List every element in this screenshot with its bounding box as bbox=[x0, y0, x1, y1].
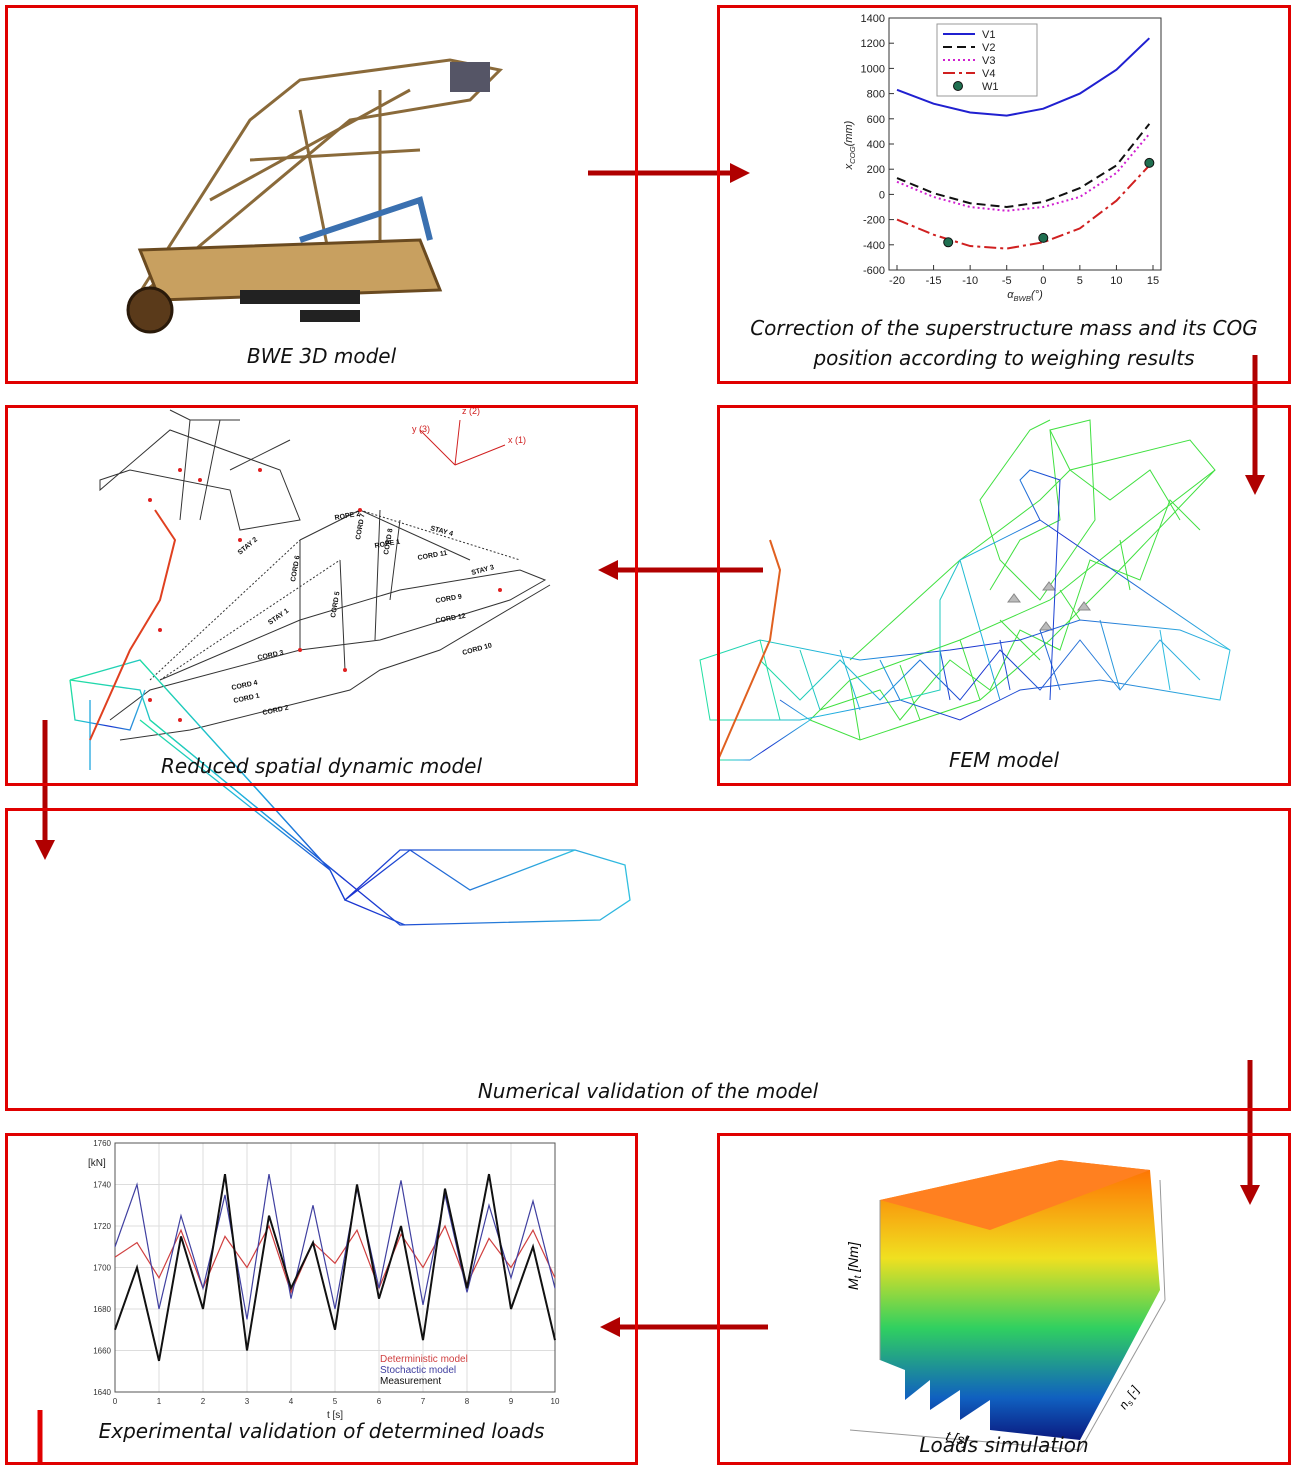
caption: Numerical validation of the model bbox=[8, 1076, 1288, 1106]
caption: Experimental validation of determined lo… bbox=[8, 1416, 635, 1446]
panel: Reduced spatial dynamic model bbox=[5, 405, 638, 786]
panel: BWE 3D model bbox=[5, 5, 638, 384]
caption: BWE 3D model bbox=[8, 341, 635, 371]
panel: Experimental validation of determined lo… bbox=[5, 1133, 638, 1465]
caption: Loads simulation bbox=[720, 1430, 1288, 1460]
caption: Correction of the superstructure mass an… bbox=[720, 313, 1288, 373]
caption: FEM model bbox=[720, 745, 1288, 775]
page: {"panels": [ {"caption": "BWE 3D model"}… bbox=[0, 0, 1293, 1465]
caption: Reduced spatial dynamic model bbox=[8, 751, 635, 781]
panel: Correction of the superstructure mass an… bbox=[717, 5, 1291, 384]
panel: Loads simulation bbox=[717, 1133, 1291, 1465]
panel: FEM model bbox=[717, 405, 1291, 786]
panel: Numerical validation of the model bbox=[5, 808, 1291, 1111]
